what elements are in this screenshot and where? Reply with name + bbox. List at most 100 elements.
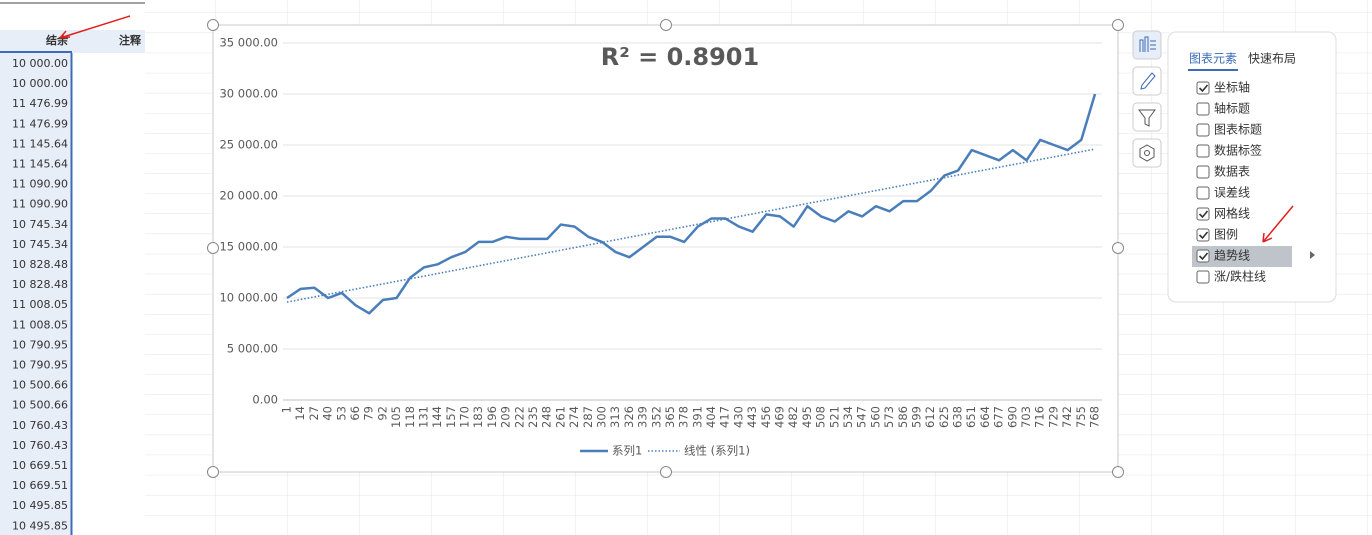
cell[interactable]: 10 828.48 xyxy=(12,278,68,291)
x-tick-label: 508 xyxy=(814,406,828,428)
cell[interactable]: 11 008.05 xyxy=(12,318,68,331)
x-tick-label: 443 xyxy=(745,406,759,428)
item-label[interactable]: 网格线 xyxy=(1214,206,1250,221)
checkbox[interactable] xyxy=(1196,186,1210,200)
x-tick-label: 40 xyxy=(321,406,335,421)
cell[interactable]: 10 500.66 xyxy=(12,379,68,392)
x-tick-label: 131 xyxy=(416,406,430,428)
header-row xyxy=(0,30,145,53)
checkmark xyxy=(1198,231,1209,240)
chart-tools[interactable] xyxy=(1132,30,1162,168)
cell[interactable]: 11 476.99 xyxy=(12,117,68,130)
x-tick-label: 209 xyxy=(499,406,513,428)
x-tick-label: 27 xyxy=(307,406,321,421)
series-line xyxy=(286,93,1097,315)
item-label[interactable]: 数据表 xyxy=(1214,164,1250,179)
cell[interactable]: 10 790.95 xyxy=(12,359,68,372)
x-tick-label: 235 xyxy=(526,406,540,428)
x-tick-label: 690 xyxy=(1005,406,1019,428)
item-label[interactable]: 误差线 xyxy=(1214,186,1250,200)
checkbox[interactable] xyxy=(1196,270,1210,284)
cell[interactable]: 10 000.00 xyxy=(12,57,68,70)
cell[interactable]: 10 745.34 xyxy=(12,238,68,251)
item-label[interactable]: 涨/跌柱线 xyxy=(1214,269,1266,284)
item-highlight xyxy=(1192,246,1292,267)
checkbox[interactable] xyxy=(1196,144,1210,158)
x-tick-label: 326 xyxy=(622,406,636,428)
sheet-top xyxy=(0,0,145,30)
x-tick-label: 339 xyxy=(636,406,650,428)
cell[interactable]: 10 495.85 xyxy=(12,519,68,532)
x-tick-label: 534 xyxy=(841,406,855,428)
x-tick-label: 716 xyxy=(1033,406,1047,428)
cell[interactable]: 10 669.51 xyxy=(12,479,68,492)
x-tick-label: 482 xyxy=(786,406,800,428)
item-label[interactable]: 数据标签 xyxy=(1214,143,1262,158)
x-tick-label: 651 xyxy=(964,406,978,428)
red-arrow xyxy=(59,15,131,39)
cell[interactable]: 11 145.64 xyxy=(12,137,68,150)
cell[interactable]: 11 008.05 xyxy=(12,298,68,311)
x-tick-label: 365 xyxy=(663,406,677,428)
cell[interactable]: 11 476.99 xyxy=(12,97,68,110)
chart: 0.00 5 000.00 10 000.00 15 000.00 20 000.00 2… xyxy=(219,36,1102,458)
item-label[interactable]: 图例 xyxy=(1214,228,1238,242)
x-tick-label: 521 xyxy=(827,406,841,428)
cell[interactable]: 10 828.48 xyxy=(12,258,68,271)
x-tick-label: 196 xyxy=(485,406,499,428)
cell[interactable]: 11 090.90 xyxy=(12,198,68,211)
tab[interactable]: 快速布局 xyxy=(1248,52,1296,66)
checkbox[interactable] xyxy=(1196,249,1210,263)
trendline xyxy=(286,148,1096,303)
checkbox[interactable] xyxy=(1196,207,1210,221)
item-label[interactable]: 趋势线 xyxy=(1214,249,1250,263)
checkbox[interactable] xyxy=(1196,123,1210,137)
x-tick-label: 92 xyxy=(375,406,389,421)
x-tick-label: 612 xyxy=(923,406,937,428)
checkbox[interactable] xyxy=(1196,102,1210,116)
x-tick-label: 14 xyxy=(293,406,307,421)
cell[interactable]: 10 669.51 xyxy=(12,459,68,472)
y-tick-label: 30 000.00 xyxy=(219,87,278,101)
x-tick-label: 144 xyxy=(430,406,444,428)
x-tick-label: 664 xyxy=(978,406,992,428)
x-tick-label: 677 xyxy=(992,406,1006,428)
x-tick-label: 300 xyxy=(594,406,608,428)
item-label[interactable]: 图表标题 xyxy=(1214,123,1262,137)
annotation: R² = 0.8901 xyxy=(601,43,759,71)
y-tick-label: 0.00 xyxy=(252,393,278,407)
cell[interactable]: 10 495.85 xyxy=(12,499,68,512)
checkbox[interactable] xyxy=(1196,165,1210,179)
checkbox[interactable] xyxy=(1196,81,1210,95)
x-tick-label: 391 xyxy=(690,406,704,428)
item-label[interactable]: 轴标题 xyxy=(1214,101,1250,116)
header: 注释 xyxy=(119,33,142,47)
x-tick-label: 599 xyxy=(909,406,923,428)
submenu-arrow[interactable] xyxy=(1310,251,1315,259)
y-tick-label: 10 000.00 xyxy=(219,291,278,305)
checkmark xyxy=(1198,84,1209,93)
x-tick-label: 625 xyxy=(937,406,951,428)
x-tick-label: 79 xyxy=(362,406,376,421)
x-tick-label: 105 xyxy=(389,406,403,428)
cell[interactable]: 10 760.43 xyxy=(12,419,68,432)
legend-entry: 线性 (系列1) xyxy=(684,444,750,458)
y-tick-label: 5 000.00 xyxy=(227,342,278,356)
tab[interactable]: 图表元素 xyxy=(1189,52,1237,66)
cell[interactable]: 10 745.34 xyxy=(12,218,68,231)
x-tick-label: 248 xyxy=(540,406,554,428)
x-tick-label: 222 xyxy=(512,406,526,428)
x-tick-label: 586 xyxy=(896,406,910,428)
selected-column xyxy=(0,53,72,535)
x-tick-label: 638 xyxy=(951,406,965,428)
x-tick-label: 755 xyxy=(1074,406,1088,428)
checkbox[interactable] xyxy=(1196,228,1210,242)
cell[interactable]: 11 090.90 xyxy=(12,178,68,191)
cell[interactable]: 10 000.00 xyxy=(12,77,68,90)
cell[interactable]: 10 790.95 xyxy=(12,338,68,351)
cell[interactable]: 10 760.43 xyxy=(12,439,68,452)
x-tick-label: 118 xyxy=(403,406,417,428)
item-label[interactable]: 坐标轴 xyxy=(1214,80,1250,95)
cell[interactable]: 10 500.66 xyxy=(12,399,68,412)
cell[interactable]: 11 145.64 xyxy=(12,158,68,171)
